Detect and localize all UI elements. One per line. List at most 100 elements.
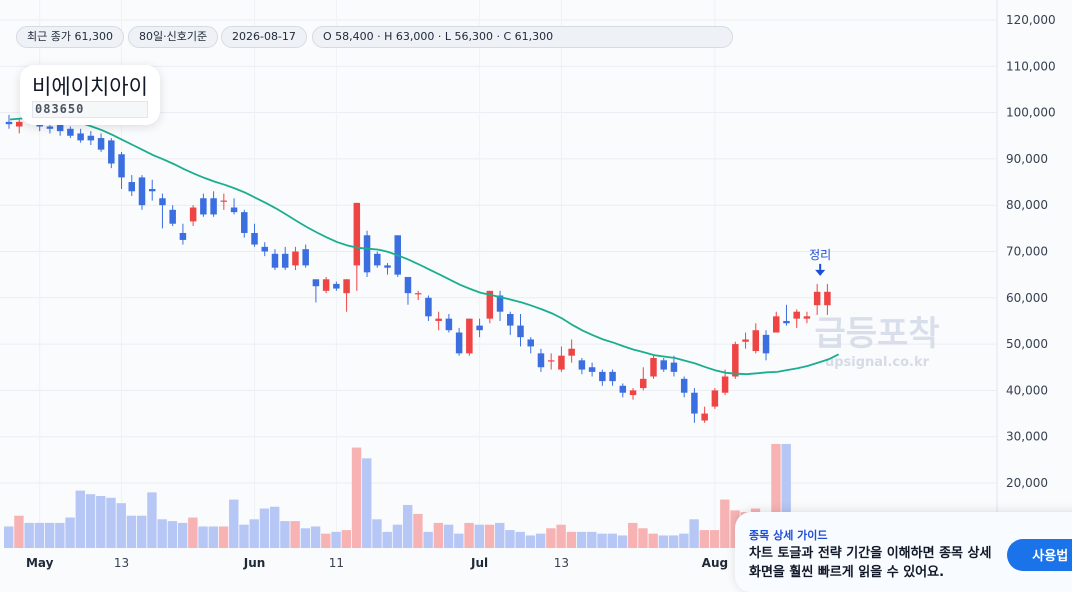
candle-body: [108, 140, 115, 164]
candle-body: [650, 357, 657, 377]
candle-body: [353, 202, 361, 266]
volume-bar: [443, 524, 454, 548]
candle-body: [640, 378, 647, 389]
candle-body: [5, 121, 13, 125]
volume-bar: [433, 522, 444, 548]
candle-body: [568, 348, 575, 356]
volume-bar: [341, 530, 351, 548]
y-tick-label: 110,000: [1006, 59, 1056, 73]
candle-body: [547, 360, 555, 362]
volume-bar: [65, 517, 75, 548]
guide-open-button[interactable]: 사용법 보기: [1007, 539, 1072, 571]
candle-body: [281, 253, 289, 268]
candle-body: [445, 318, 453, 331]
y-tick-label: 70,000: [1006, 245, 1048, 259]
guide-body: 차트 토글과 전략 기간을 이해하면 종목 상세 화면을 훨씬 빠르게 읽을 수…: [749, 546, 992, 580]
volume-bar: [689, 519, 699, 548]
candle-body: [138, 177, 146, 206]
volume-bar: [351, 447, 362, 548]
candle-body: [783, 320, 790, 324]
candle-body: [496, 295, 504, 312]
candle-body: [159, 198, 166, 206]
ohlc-chip[interactable]: O 58,400 · H 63,000 · L 56,300 · C 61,30…: [312, 26, 733, 48]
volume-bar: [781, 444, 791, 548]
candle-body: [56, 124, 64, 132]
volume-bar: [709, 530, 720, 548]
volume-bar: [392, 524, 403, 548]
volume-bar: [300, 528, 311, 548]
watermark-brand: 급등포착: [814, 314, 939, 354]
volume-bar: [147, 492, 157, 548]
y-tick-label: 50,000: [1006, 337, 1048, 351]
signal-basis-chip[interactable]: 80일·신호기준: [128, 26, 219, 48]
candle-body: [322, 279, 330, 291]
volume-bar: [106, 497, 116, 548]
candle-body: [97, 138, 105, 150]
x-tick-label: 11: [329, 556, 344, 570]
volume-bar: [372, 519, 382, 548]
x-tick-label: May: [26, 556, 54, 570]
candle-body: [179, 232, 187, 240]
volume-bar: [413, 513, 423, 548]
volume-bar: [239, 524, 249, 548]
candle-body: [46, 126, 54, 129]
candle-body: [374, 253, 381, 266]
candle-body: [558, 355, 565, 370]
candle-body: [363, 235, 371, 273]
moving-average-line: [9, 116, 840, 376]
volume-bar: [290, 521, 300, 548]
x-tick-label: Jun: [243, 556, 266, 570]
candle-body: [67, 128, 74, 136]
signal-label: 정리: [809, 248, 831, 262]
volume-bar: [699, 530, 710, 548]
candle-body: [343, 279, 350, 294]
y-tick-label: 40,000: [1006, 383, 1048, 397]
candle-body: [537, 353, 545, 368]
volume-bar: [617, 535, 628, 548]
stock-name: 비에이치아이: [32, 75, 148, 99]
candle-body: [77, 133, 84, 141]
volume-bar: [362, 458, 372, 548]
candle-body: [425, 297, 432, 317]
volume-bar: [249, 519, 259, 548]
x-tick-label: 13: [114, 556, 129, 570]
candle-body: [435, 318, 442, 321]
candle-body: [721, 376, 729, 393]
candle-body: [312, 279, 320, 287]
volume-bar: [525, 535, 536, 548]
volume-bar: [14, 515, 24, 548]
candle-body: [302, 249, 309, 266]
volume-bar: [495, 522, 505, 548]
last-close-chip[interactable]: 최근 종가 61,300: [16, 26, 124, 48]
date-chip[interactable]: 2026-08-17: [221, 26, 307, 48]
y-axis: 120,000 110,000 100,000 90,000 80,000 70,000 6…: [1006, 13, 1056, 490]
volume-bar: [423, 531, 433, 548]
candle-body: [169, 209, 176, 224]
candle-body: [711, 390, 719, 407]
volume-bar: [280, 521, 290, 548]
y-tick-label: 120,000: [1006, 13, 1056, 27]
volume-bar: [658, 535, 669, 548]
candle-body: [333, 283, 340, 289]
volume-bar: [177, 522, 188, 548]
volume-bar: [157, 519, 167, 548]
candle-body: [404, 276, 412, 294]
candle-body: [486, 290, 494, 319]
candle-body: [261, 246, 268, 252]
watermark-url: upsignal.co.kr: [825, 355, 930, 370]
volume-bar: [208, 526, 218, 548]
candle-body: [742, 339, 749, 342]
volume-bar: [331, 531, 341, 548]
candle-body: [670, 362, 678, 372]
candle-body: [517, 325, 524, 338]
candle-body: [680, 378, 688, 393]
candlestick-chart[interactable]: 급등포착 upsignal.co.kr 정리 120,000 110,000 100…: [0, 0, 1072, 579]
candle-body: [251, 232, 258, 245]
volume-bar: [310, 526, 321, 548]
stock-title-card: 비에이치아이 083650: [20, 65, 160, 125]
volume-bar: [218, 526, 229, 548]
volume-bar: [679, 533, 689, 548]
volume-bar: [464, 522, 474, 548]
candle-body: [578, 360, 586, 370]
volume-bar: [474, 524, 484, 548]
